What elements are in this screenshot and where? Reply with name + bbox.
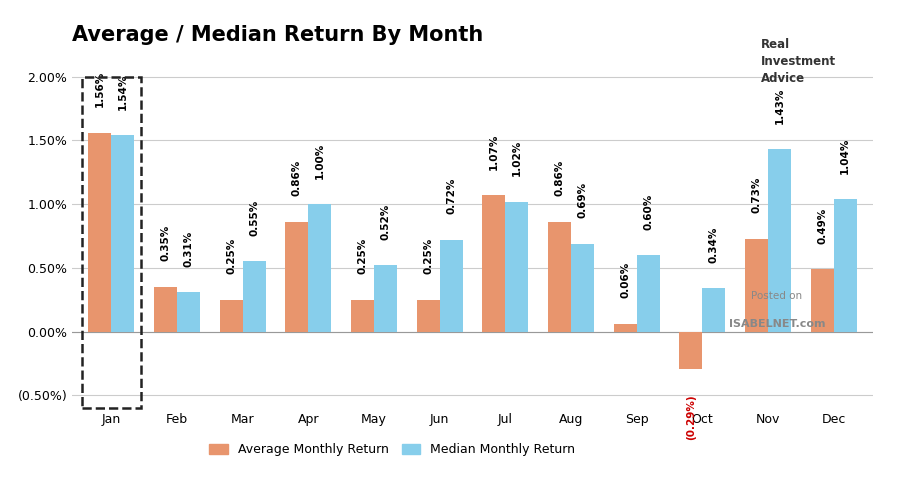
Bar: [745, 239, 768, 332]
Bar: [482, 195, 505, 332]
Bar: [440, 240, 463, 332]
Bar: [154, 287, 177, 332]
Text: Real
Investment
Advice: Real Investment Advice: [760, 38, 835, 85]
Bar: [112, 135, 134, 332]
Text: 0.60%: 0.60%: [644, 193, 653, 229]
Bar: [571, 244, 594, 332]
Text: 0.34%: 0.34%: [709, 227, 719, 263]
Text: 0.31%: 0.31%: [184, 230, 194, 266]
Bar: [351, 300, 374, 332]
Text: 0.86%: 0.86%: [554, 160, 564, 196]
Bar: [636, 255, 660, 332]
Bar: [811, 269, 833, 332]
Bar: [82, 77, 141, 408]
Text: 0.86%: 0.86%: [292, 160, 302, 196]
Legend: Average Monthly Return, Median Monthly Return: Average Monthly Return, Median Monthly R…: [204, 438, 580, 461]
Text: 0.25%: 0.25%: [226, 238, 236, 274]
Bar: [309, 204, 331, 332]
Text: 0.72%: 0.72%: [446, 178, 456, 215]
Bar: [417, 300, 440, 332]
Text: Posted on: Posted on: [752, 291, 803, 301]
Text: 0.69%: 0.69%: [578, 182, 588, 218]
Bar: [88, 133, 112, 332]
Bar: [374, 265, 397, 332]
Text: Average / Median Return By Month: Average / Median Return By Month: [72, 25, 483, 45]
Bar: [833, 199, 857, 332]
Bar: [768, 149, 791, 332]
Text: 0.25%: 0.25%: [357, 238, 367, 274]
Text: 0.06%: 0.06%: [620, 262, 630, 299]
Bar: [702, 288, 725, 332]
Text: ISABELNET.com: ISABELNET.com: [729, 319, 825, 329]
Text: 0.73%: 0.73%: [752, 177, 761, 213]
Bar: [243, 262, 266, 332]
Text: 1.56%: 1.56%: [94, 71, 105, 108]
Text: 0.35%: 0.35%: [160, 225, 171, 262]
Text: 0.49%: 0.49%: [817, 207, 827, 244]
Text: 0.55%: 0.55%: [249, 200, 259, 236]
Text: 1.07%: 1.07%: [489, 133, 499, 170]
Text: 1.04%: 1.04%: [840, 137, 850, 174]
Bar: [505, 202, 528, 332]
Text: 1.43%: 1.43%: [774, 87, 785, 124]
Bar: [548, 222, 571, 332]
Text: 1.00%: 1.00%: [315, 143, 325, 179]
Bar: [177, 292, 200, 332]
Text: 1.02%: 1.02%: [512, 140, 522, 176]
Text: 1.54%: 1.54%: [118, 73, 128, 110]
Bar: [220, 300, 243, 332]
Text: (0.29%): (0.29%): [686, 394, 696, 440]
Text: 0.25%: 0.25%: [423, 238, 433, 274]
Text: 0.52%: 0.52%: [381, 204, 391, 240]
Bar: [285, 222, 309, 332]
Bar: [680, 332, 702, 369]
Bar: [614, 324, 636, 332]
